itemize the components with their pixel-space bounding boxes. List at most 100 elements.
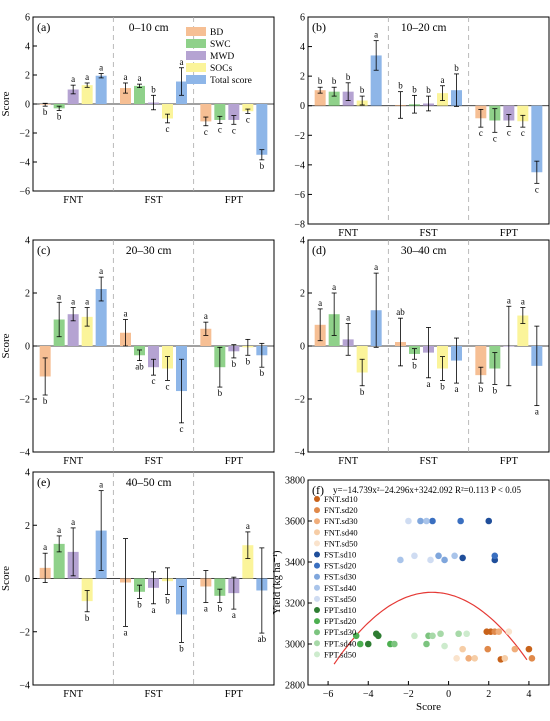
- legend-label: FST.sd30: [324, 572, 356, 582]
- x-tick-label: −6: [323, 689, 334, 700]
- x-tick-label: 2: [486, 689, 491, 700]
- scatter-point: [429, 632, 436, 640]
- significance-letter: b: [218, 388, 223, 398]
- scatter-point: [437, 630, 444, 638]
- bar: [242, 104, 254, 112]
- category-label: FST: [419, 228, 438, 239]
- legend-label: BD: [210, 28, 223, 38]
- legend-label: SOCs: [210, 64, 232, 74]
- legend-label: FST.sd10: [324, 550, 356, 560]
- depth-label: 20–30 cm: [126, 245, 172, 257]
- legend-marker: [314, 507, 320, 514]
- significance-letter: c: [507, 127, 511, 137]
- plot-frame: [307, 479, 550, 686]
- y-tick-label: 4: [300, 236, 305, 247]
- x-tick-label: −2: [403, 689, 414, 700]
- y-axis-label: Score: [0, 333, 12, 358]
- bar: [314, 90, 326, 106]
- scatter-point: [491, 552, 499, 560]
- legend-marker: [314, 607, 320, 613]
- significance-letter: c: [218, 125, 222, 135]
- significance-letter: a: [521, 297, 525, 307]
- scatter-point: [528, 655, 536, 662]
- bar: [67, 89, 79, 104]
- legend-swatch: [186, 27, 206, 36]
- significance-letter: a: [99, 63, 103, 73]
- significance-letter: b: [260, 368, 265, 378]
- y-tick-label: −6: [294, 190, 305, 201]
- significance-letter: a: [71, 517, 75, 527]
- category-label: FNT: [63, 456, 83, 467]
- legend-label: Total score: [210, 76, 252, 86]
- legend-swatch: [186, 39, 206, 48]
- bar: [517, 315, 529, 346]
- bar: [214, 104, 226, 120]
- significance-letter: a: [43, 542, 47, 552]
- legend-marker: [314, 640, 320, 647]
- legend-marker: [314, 551, 320, 558]
- y-tick-label: 0: [300, 101, 305, 112]
- legend-label: FPT.sd20: [324, 616, 356, 626]
- significance-letter: a: [346, 312, 350, 322]
- significance-letter: b: [43, 107, 48, 117]
- scatter-point: [463, 630, 470, 638]
- significance-letter: b: [179, 643, 184, 653]
- significance-letter: a: [124, 72, 128, 82]
- scatter-point: [352, 632, 360, 640]
- significance-letter: b: [332, 76, 337, 86]
- legend-swatch: [186, 63, 206, 72]
- x-tick-label: 0: [446, 689, 451, 700]
- significance-letter: c: [246, 114, 250, 124]
- bar: [134, 85, 145, 104]
- y-tick-label: 6: [300, 13, 305, 24]
- bar: [531, 105, 543, 173]
- legend-marker: [314, 518, 320, 525]
- significance-letter: a: [507, 295, 511, 305]
- significance-letter: b: [412, 84, 417, 94]
- significance-letter: a: [138, 73, 142, 83]
- scatter-point: [391, 640, 398, 648]
- legend-label: FNT.sd20: [324, 505, 358, 515]
- panel-label: (e): [37, 475, 50, 489]
- y-tick-label: −4: [19, 448, 30, 459]
- y-tick-label: 2: [25, 289, 30, 300]
- significance-letter: b: [246, 356, 251, 366]
- bar: [503, 105, 515, 121]
- significance-letter: c: [166, 124, 170, 134]
- panel-label: (a): [37, 20, 50, 34]
- legend-marker: [314, 618, 320, 625]
- scatter-point: [417, 517, 424, 525]
- significance-letter: a: [85, 297, 89, 307]
- significance-letter: b: [426, 85, 431, 95]
- significance-letter: b: [151, 84, 156, 94]
- scatter-point: [455, 630, 462, 638]
- significance-letter: a: [152, 605, 156, 615]
- significance-letter: b: [493, 385, 498, 395]
- significance-letter: a: [232, 610, 236, 620]
- scatter-point: [457, 517, 464, 525]
- significance-letter: a: [204, 603, 208, 613]
- significance-letter: c: [479, 128, 483, 138]
- category-label: FNT: [63, 689, 83, 700]
- scatter-point: [423, 517, 430, 525]
- significance-letter: b: [57, 112, 62, 122]
- y-tick-label: −4: [294, 160, 305, 171]
- y-tick-label: −2: [294, 131, 305, 142]
- y-tick-label: 3400: [285, 558, 305, 569]
- significance-letter: b: [43, 396, 48, 406]
- scatter-point: [453, 655, 460, 662]
- scatter-point: [495, 628, 503, 635]
- scatter-point: [505, 628, 513, 635]
- legend-label: FST.sd40: [324, 583, 356, 593]
- panel-label: (b): [312, 20, 326, 34]
- significance-letter: a: [99, 480, 103, 490]
- y-tick-label: −2: [19, 627, 30, 638]
- significance-letter: a: [71, 297, 75, 307]
- legend-marker: [314, 496, 320, 502]
- legend-label: FST.sd50: [324, 594, 356, 604]
- category-label: FNT: [63, 195, 83, 206]
- y-tick-label: −6: [19, 187, 30, 198]
- legend-marker: [314, 573, 320, 580]
